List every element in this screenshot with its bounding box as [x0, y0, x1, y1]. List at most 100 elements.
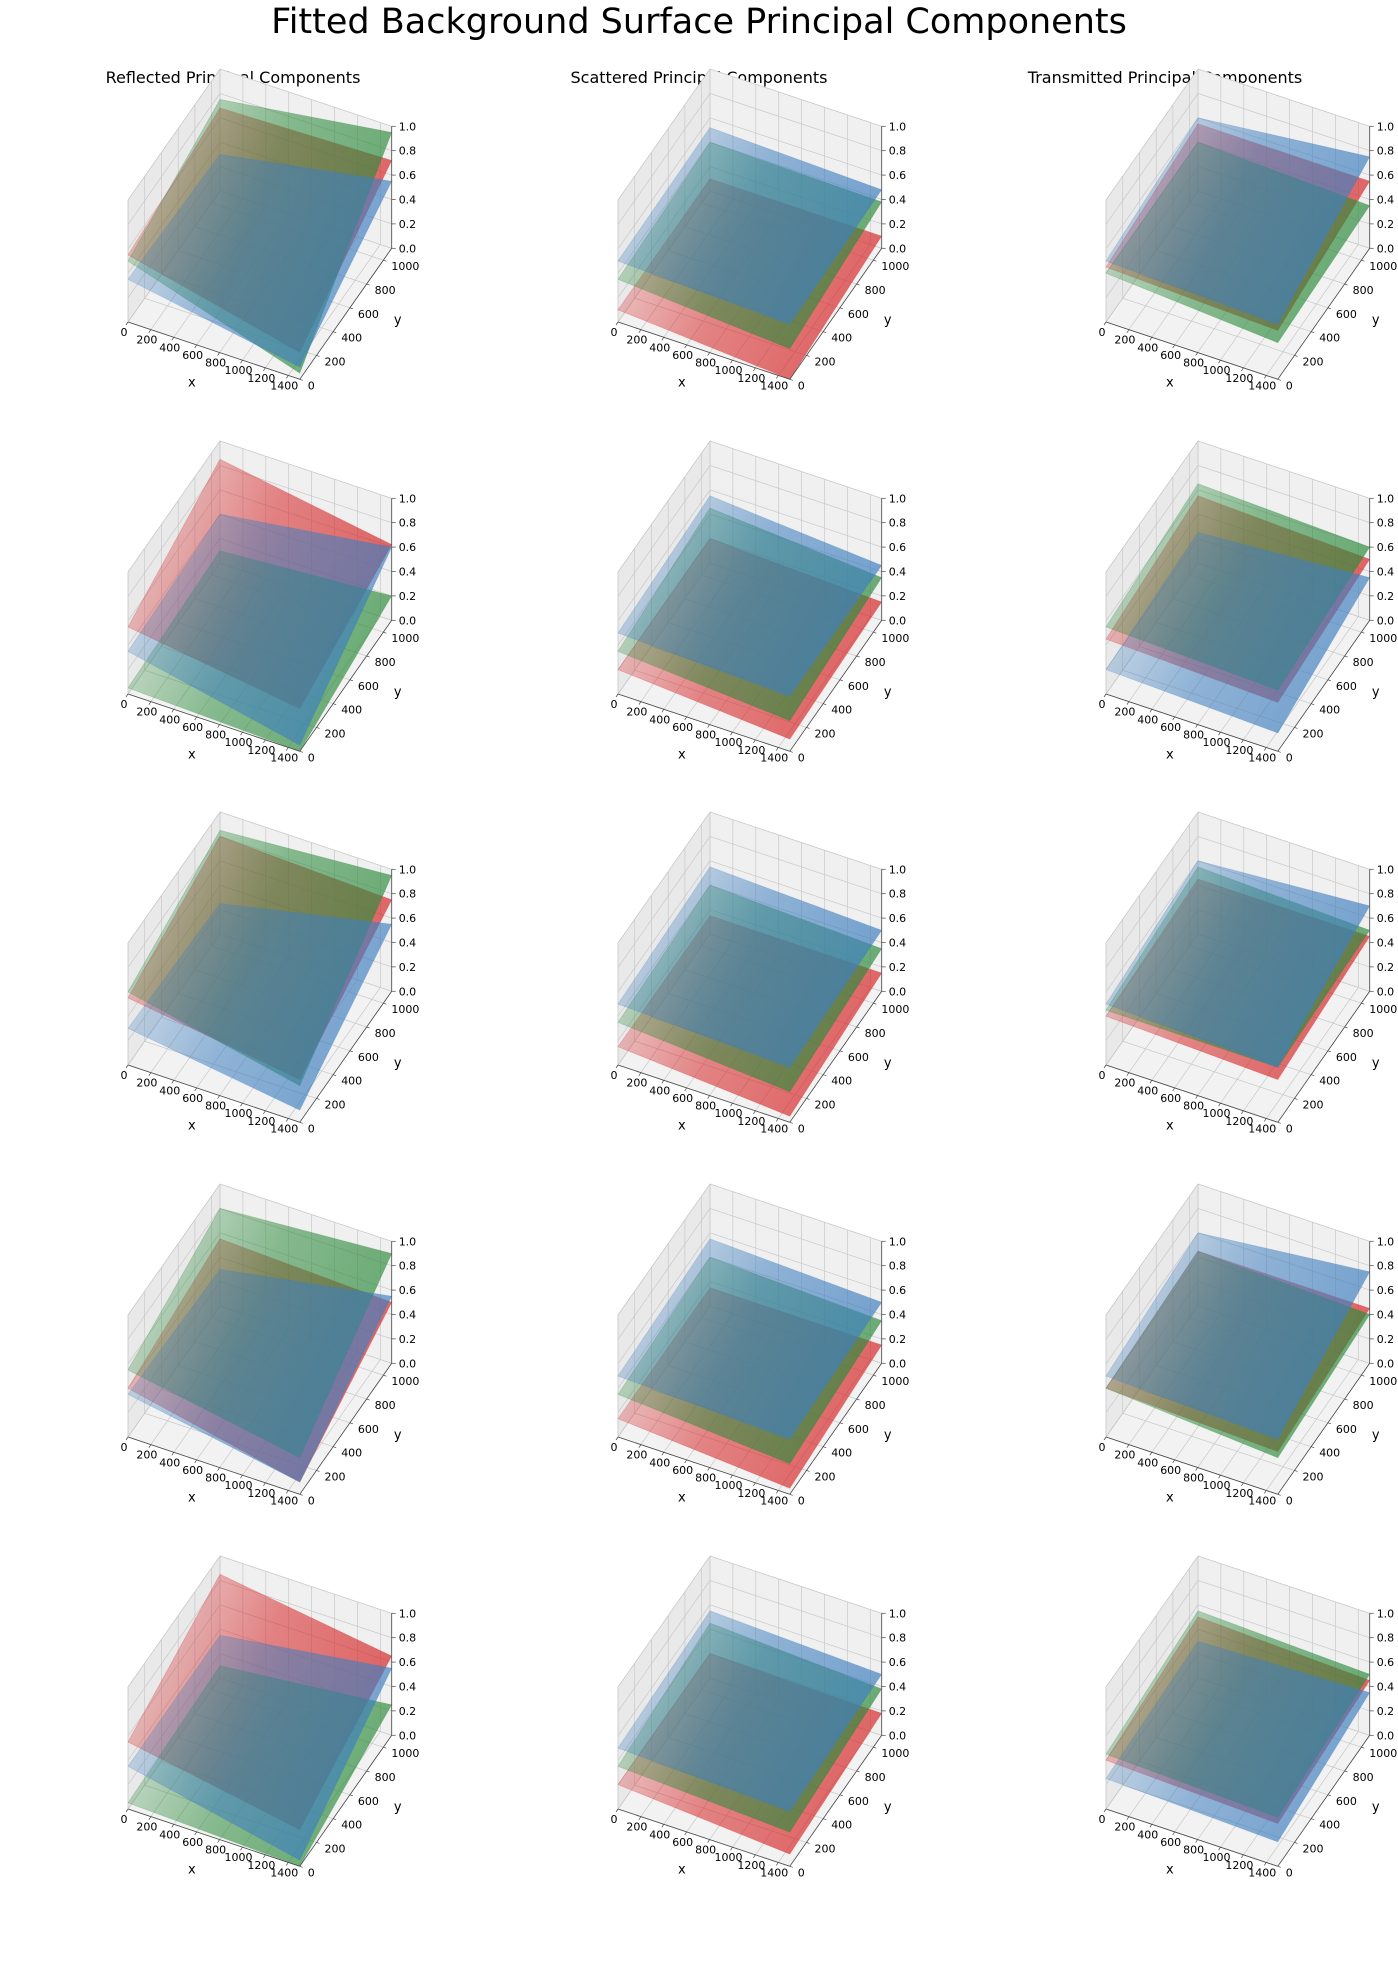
z-tick-label: 0.2 [399, 1705, 417, 1718]
z-tick-label: 0.4 [1377, 1309, 1395, 1322]
x-tick-label: 200 [136, 334, 157, 347]
z-tick-label: 1.0 [399, 492, 417, 505]
x-tick-label: 200 [626, 1077, 647, 1090]
x-tick-label: 0 [611, 326, 618, 339]
y-tick-label: 600 [358, 1795, 379, 1808]
x-tick-label: 200 [1114, 1821, 1135, 1834]
x-axis-label: x [188, 1491, 196, 1506]
y-axis-line [299, 991, 393, 1123]
x-axis-line [617, 321, 790, 380]
x-tick-label: 800 [205, 1472, 226, 1485]
y-tick-label: 0 [308, 1122, 315, 1135]
x-tick-label: 1400 [1248, 1495, 1276, 1508]
y-axis-line [1277, 1735, 1371, 1867]
x-axis-label: x [1166, 1863, 1174, 1878]
y-axis-line [789, 991, 883, 1123]
z-tick-label: 0.8 [889, 517, 907, 530]
x-tick-label: 1000 [1203, 1851, 1231, 1864]
z-tick-label: 0.2 [889, 218, 907, 231]
z-tick-label: 1.0 [889, 1235, 907, 1248]
y-tick-label: 1000 [881, 1375, 909, 1388]
y-tick-label: 800 [865, 284, 886, 297]
x-axis-line [617, 1064, 790, 1123]
z-tick-label: 0.8 [889, 145, 907, 158]
z-tick-label: 0.0 [1377, 1357, 1395, 1370]
z-tick-label: 0.2 [1377, 1333, 1395, 1346]
z-tick-label: 0.6 [1377, 912, 1395, 925]
x-tick-label: 400 [1137, 1828, 1158, 1841]
y-tick-label: 400 [1319, 704, 1340, 717]
y-tick-label: 200 [325, 1471, 346, 1484]
x-tick-label: 200 [1114, 1077, 1135, 1090]
y-tick-label: 800 [865, 656, 886, 669]
x-tick-label: 200 [626, 334, 647, 347]
y-tick-label: 1000 [881, 1747, 909, 1760]
x-axis-line [617, 1436, 790, 1495]
z-tick-label: 0.4 [889, 566, 907, 579]
z-tick-label: 0.2 [889, 1333, 907, 1346]
x-tick-label: 1200 [1225, 1115, 1253, 1128]
z-tick-label: 0.2 [399, 961, 417, 974]
x-axis-line [1105, 1808, 1278, 1867]
x-tick-label: 1200 [1225, 744, 1253, 757]
x-tick-label: 1000 [1203, 736, 1231, 749]
x-axis-line [127, 321, 300, 380]
x-axis-line [127, 1436, 300, 1495]
y-axis-line [299, 1363, 393, 1495]
x-tick-label: 600 [1160, 1092, 1181, 1105]
y-tick-label: 400 [831, 1447, 852, 1460]
x-axis-label: x [678, 1491, 686, 1506]
z-tick-label: 0.4 [399, 566, 417, 579]
y-tick-label: 200 [1303, 1843, 1324, 1856]
z-tick-label: 1.0 [889, 863, 907, 876]
z-tick-label: 0.4 [1377, 194, 1395, 207]
y-tick-label: 800 [865, 1027, 886, 1040]
x-tick-label: 1000 [715, 1851, 743, 1864]
column-title-scattered: Scattered Principal Components [570, 68, 828, 87]
y-tick-label: 800 [375, 1399, 396, 1412]
x-axis-label: x [188, 748, 196, 763]
x-tick-label: 800 [205, 1100, 226, 1113]
y-tick-label: 400 [341, 704, 362, 717]
x-tick-label: 400 [1137, 1456, 1158, 1469]
y-tick-label: 0 [308, 751, 315, 764]
x-tick-label: 200 [1114, 1449, 1135, 1462]
y-tick-label: 200 [325, 1099, 346, 1112]
y-axis-label: y [394, 685, 402, 700]
y-axis-line [789, 248, 883, 380]
x-axis-label: x [678, 376, 686, 391]
y-tick-label: 0 [1286, 379, 1293, 392]
z-tick-label: 1.0 [889, 1607, 907, 1620]
x-tick-label: 200 [1114, 334, 1135, 347]
z-tick-label: 0.0 [889, 1729, 907, 1742]
x-tick-label: 1000 [1203, 1479, 1231, 1492]
x-tick-label: 600 [1160, 1464, 1181, 1477]
x-axis-line [1105, 1436, 1278, 1495]
y-tick-label: 1000 [881, 260, 909, 273]
z-tick-label: 0.8 [889, 888, 907, 901]
y-tick-label: 600 [848, 308, 869, 321]
y-tick-label: 200 [1303, 1471, 1324, 1484]
y-tick-label: 800 [865, 1771, 886, 1784]
y-tick-label: 1000 [391, 1747, 419, 1760]
x-tick-label: 1000 [225, 1107, 253, 1120]
y-tick-label: 400 [341, 1075, 362, 1088]
y-tick-label: 800 [375, 656, 396, 669]
y-tick-label: 200 [1303, 728, 1324, 741]
y-tick-label: 800 [865, 1399, 886, 1412]
z-tick-label: 0.4 [889, 937, 907, 950]
z-tick-label: 0.6 [1377, 169, 1395, 182]
y-tick-label: 400 [1319, 1447, 1340, 1460]
y-tick-label: 400 [831, 1819, 852, 1832]
z-tick-label: 0.6 [1377, 541, 1395, 554]
z-tick-label: 0.4 [399, 1309, 417, 1322]
y-tick-label: 600 [848, 680, 869, 693]
z-tick-label: 0.0 [1377, 985, 1395, 998]
x-tick-label: 1200 [247, 744, 275, 757]
z-tick-label: 0.6 [1377, 1284, 1395, 1297]
x-tick-label: 1200 [1225, 1859, 1253, 1872]
z-tick-label: 0.0 [889, 1357, 907, 1370]
z-tick-label: 0.6 [399, 1284, 417, 1297]
